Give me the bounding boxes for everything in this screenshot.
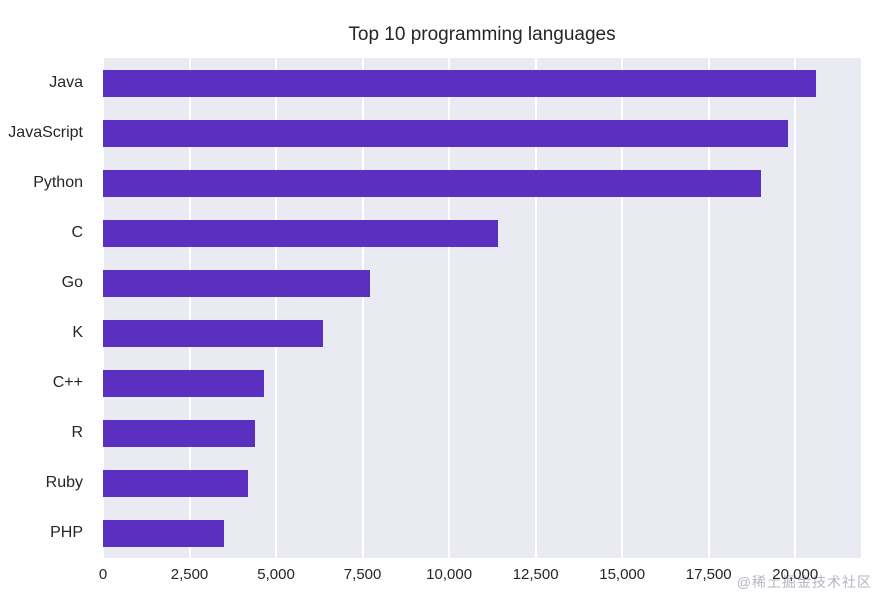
bar (103, 219, 498, 247)
y-tick-label: JavaScript (8, 124, 83, 141)
y-tick-label: Python (33, 174, 83, 191)
x-tick-label: 12,500 (512, 566, 559, 583)
x-tick-label: 0 (98, 566, 108, 583)
gridline (188, 58, 191, 558)
bar (103, 519, 225, 547)
x-tick-label: 17,500 (685, 566, 732, 583)
watermark: @稀土掘金技术社区 (736, 574, 872, 590)
plot-area (102, 58, 861, 558)
x-tick-label: 2,500 (170, 566, 209, 583)
gridline (102, 58, 104, 558)
gridline (361, 58, 364, 558)
x-tick-label: 15,000 (599, 566, 646, 583)
x-tick-label: 5,000 (257, 566, 295, 583)
gridline (794, 58, 797, 558)
bar (103, 269, 370, 297)
gridline (707, 58, 710, 558)
bar (103, 369, 264, 397)
bar (103, 69, 816, 97)
bar (103, 469, 249, 497)
y-tick-label: Ruby (45, 474, 83, 491)
bar (103, 169, 761, 197)
x-tick-label: 20,000 (772, 566, 819, 583)
gridline (448, 58, 451, 558)
x-tick-label: 10,000 (426, 566, 473, 583)
y-tick-label: PHP (50, 524, 83, 541)
x-tick-label: 7,500 (343, 566, 382, 583)
bar (103, 319, 323, 347)
y-tick-label: C++ (52, 374, 83, 391)
gridline (621, 58, 624, 558)
y-tick-label: C (71, 224, 83, 241)
bar (103, 119, 789, 147)
y-tick-label: R (71, 424, 83, 441)
y-tick-label: Java (49, 74, 83, 91)
y-tick-label: Go (61, 274, 83, 291)
bar (103, 419, 256, 447)
chart-title: Top 10 programming languages (348, 24, 616, 45)
y-tick-label: K (72, 324, 83, 341)
gridline (275, 58, 278, 558)
gridline (534, 58, 537, 558)
